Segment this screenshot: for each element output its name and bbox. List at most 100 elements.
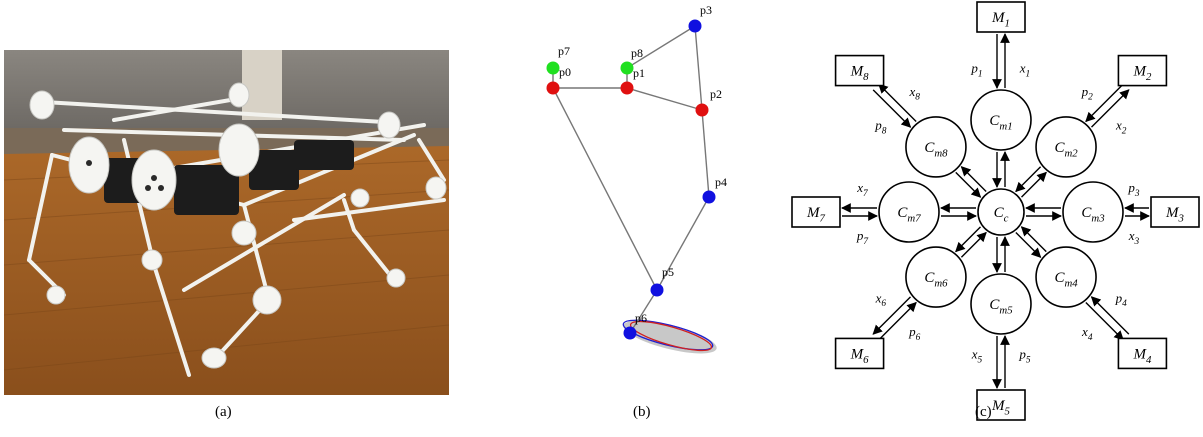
module-node-1 xyxy=(970,89,1032,151)
module-node-label-5: Cm5 xyxy=(989,297,1013,317)
module-node-8 xyxy=(905,116,967,178)
center-module-arrow-2-in xyxy=(1015,166,1042,193)
state-label-7: x7 xyxy=(856,180,868,199)
center-module-arrow-6-out xyxy=(955,226,981,253)
param-label-3: p3 xyxy=(1127,180,1140,199)
motor-label-8: M8 xyxy=(850,64,870,84)
motor-label-2: M2 xyxy=(1132,64,1152,84)
motor-box-8 xyxy=(834,54,885,87)
param-label-8: p8 xyxy=(874,118,887,137)
state-label-6: x6 xyxy=(875,290,887,309)
param-label-5: p5 xyxy=(1018,347,1031,366)
module-node-label-2: Cm2 xyxy=(1054,140,1078,160)
point-label-p3: p3 xyxy=(700,3,712,17)
skeleton-links xyxy=(552,25,710,334)
point-label-p7: p7 xyxy=(558,44,570,58)
center-module-arrow-4-in xyxy=(1020,226,1047,253)
state-label-5: x5 xyxy=(971,347,983,366)
motor-label-7: M7 xyxy=(806,205,826,225)
skeleton-diagram: p0 p1 p2 p3 p4 p5 p6 p7 p8 xyxy=(525,0,765,400)
param-label-2: p2 xyxy=(1081,84,1094,103)
skeleton-points: p0 p1 p2 p3 p4 p5 p6 p7 p8 xyxy=(546,3,727,340)
center-module-arrow-4-out xyxy=(1015,232,1042,258)
network-labels: Cc Cm1 M1 x1 p1 Cm2 M2 x2 p2 Cm3 M3 x3 p3 Cm4 M4 x4 p4 Cm… xyxy=(806,10,1185,418)
point-p2 xyxy=(695,103,709,117)
point-label-p4: p4 xyxy=(715,175,727,189)
motor-label-6: M6 xyxy=(850,346,870,366)
module-node-7 xyxy=(878,181,940,243)
caption-c: (c) xyxy=(975,404,992,420)
network-svg: Cc Cm1 M1 x1 p1 Cm2 M2 x2 p2 Cm3 M3 x3 p3 Cm4 M4 x4 p4 Cm… xyxy=(791,1,1200,421)
param-label-7: p7 xyxy=(856,228,869,247)
module-node-3 xyxy=(1062,181,1124,243)
param-label-4: p4 xyxy=(1115,290,1128,309)
motor-label-3: M3 xyxy=(1165,205,1185,225)
module-motor-arrow-4-in xyxy=(1090,296,1130,335)
center-module-arrow-8-in xyxy=(955,171,982,198)
foot-trajectory-blue xyxy=(622,319,714,351)
point-p8 xyxy=(620,61,634,75)
point-label-p1: p1 xyxy=(633,66,645,80)
motor-box-4 xyxy=(1117,337,1168,370)
point-p1 xyxy=(620,81,634,95)
module-motor-arrow-6-out xyxy=(872,296,911,335)
point-p6 xyxy=(623,326,637,340)
module-motor-arrow-2-out xyxy=(1091,89,1130,128)
skeleton-svg: p0 p1 p2 p3 p4 p5 p6 p7 p8 xyxy=(546,3,727,354)
network-nodes xyxy=(791,1,1200,421)
point-p0 xyxy=(546,81,560,95)
center-module-arrow-6-in xyxy=(960,231,987,258)
point-p5 xyxy=(650,283,664,297)
module-node-label-1: Cm1 xyxy=(989,113,1012,133)
controller-network-diagram: Cc Cm1 M1 x1 p1 Cm2 M2 x2 p2 Cm3 M3 x3 p3 Cm4 M4 x4 p4 Cm… xyxy=(790,0,1203,432)
foot-trajectory-red xyxy=(629,320,713,352)
module-motor-arrow-8-out xyxy=(878,83,917,122)
point-label-p6: p6 xyxy=(635,311,647,325)
network-arrows xyxy=(841,33,1150,389)
point-p4 xyxy=(702,190,716,204)
module-node-label-3: Cm3 xyxy=(1081,205,1105,225)
center-module-arrow-8-out xyxy=(960,166,987,192)
state-label-1: x1 xyxy=(1019,61,1030,80)
module-node-4 xyxy=(1035,246,1097,308)
module-node-2 xyxy=(1035,116,1097,178)
state-label-8: x8 xyxy=(909,84,921,103)
module-motor-arrow-2-in xyxy=(1085,83,1124,123)
motor-box-7 xyxy=(791,196,841,228)
state-label-4: x4 xyxy=(1081,324,1093,343)
point-p3 xyxy=(688,19,702,33)
motor-box-3 xyxy=(1150,196,1200,228)
foot-shadow xyxy=(623,320,717,354)
param-label-6: p6 xyxy=(908,324,921,343)
center-node xyxy=(977,188,1025,236)
point-p7 xyxy=(546,61,560,75)
point-label-p2: p2 xyxy=(710,87,722,101)
motor-box-1 xyxy=(976,1,1026,33)
module-motor-arrow-4-out xyxy=(1085,302,1124,341)
module-node-label-4: Cm4 xyxy=(1054,270,1078,290)
module-node-label-6: Cm6 xyxy=(924,270,948,290)
caption-a: (a) xyxy=(215,404,232,420)
param-label-1: p1 xyxy=(970,61,982,80)
motor-label-5: M5 xyxy=(991,398,1011,418)
module-node-5 xyxy=(970,273,1032,335)
module-motor-arrow-8-in xyxy=(872,89,912,128)
module-motor-arrow-6-in xyxy=(878,301,917,341)
motor-box-5 xyxy=(976,389,1026,421)
motor-box-6 xyxy=(834,337,885,370)
motor-label-4: M4 xyxy=(1132,346,1152,366)
robot-photo xyxy=(3,50,450,395)
center-node-label: Cc xyxy=(994,205,1009,225)
point-label-p5: p5 xyxy=(662,265,674,279)
module-node-label-8: Cm8 xyxy=(924,140,948,160)
state-label-3: x3 xyxy=(1128,228,1140,247)
center-module-arrow-2-out xyxy=(1021,171,1047,198)
motor-label-1: M1 xyxy=(991,10,1010,30)
caption-b: (b) xyxy=(633,404,651,420)
point-label-p8: p8 xyxy=(631,46,643,60)
motor-box-2 xyxy=(1117,54,1168,87)
point-label-p0: p0 xyxy=(559,65,571,79)
module-node-6 xyxy=(905,246,967,308)
module-node-label-7: Cm7 xyxy=(897,205,921,225)
robot-photo-illustration xyxy=(3,50,450,395)
